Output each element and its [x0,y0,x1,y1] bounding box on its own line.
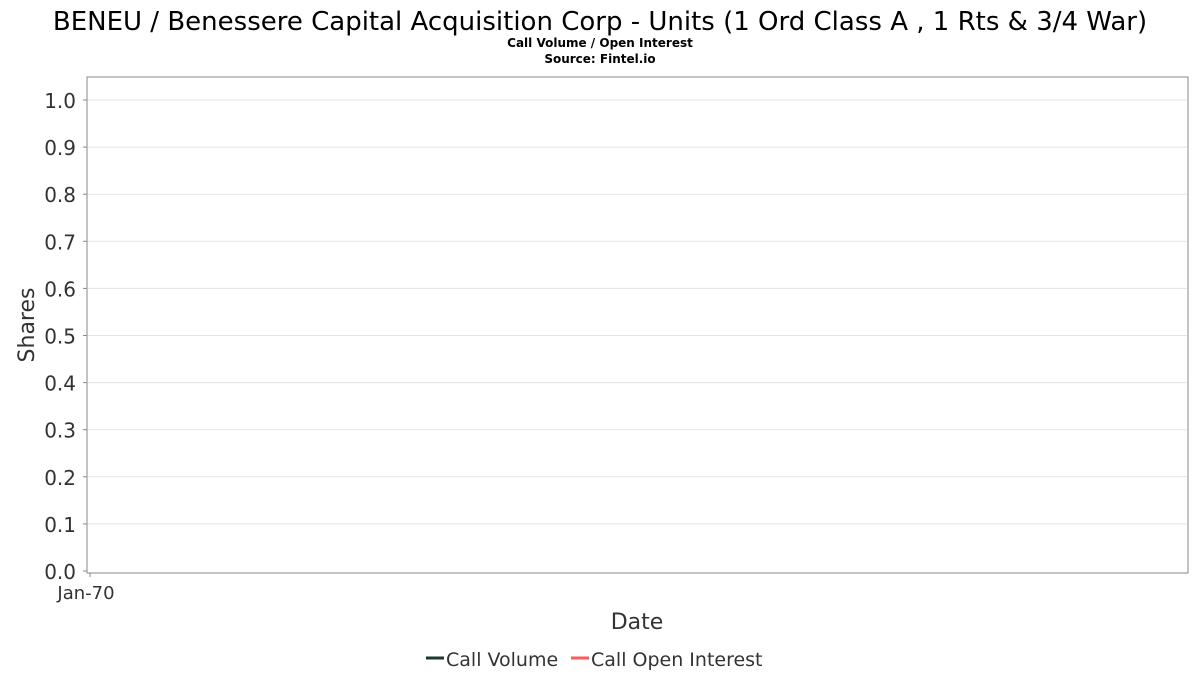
legend-label: Call Volume [446,649,558,671]
y-tick-label: 0.4 [44,372,76,396]
y-axis-ticks: 0.0 0.1 0.2 0.3 0.4 0.5 0.6 0.7 0.8 0.9 1.0 [44,89,87,584]
y-tick-label: 0.9 [44,136,76,160]
y-tick-label: 0.0 [44,560,76,584]
legend-label: Call Open Interest [591,649,763,671]
chart-subtitle: Call Volume / Open Interest [507,36,693,50]
grid [88,99,1187,525]
y-tick-label: 0.8 [44,183,76,207]
y-tick-label: 0.6 [44,277,76,301]
y-tick-label: 0.1 [44,513,76,537]
chart-title: BENEU / Benessere Capital Acquisition Co… [53,7,1147,37]
y-tick-label: 0.2 [44,466,76,490]
y-tick-label: 0.5 [44,325,76,349]
y-axis-label: Shares [15,288,40,363]
y-tick-label: 0.7 [44,230,76,254]
chart-source: Source: Fintel.io [544,52,655,66]
y-tick-label: 0.3 [44,419,76,443]
legend: Call Volume Call Open Interest [426,649,763,671]
x-tick-label: Jan-70 [56,583,114,604]
x-axis-label: Date [611,610,664,635]
x-axis-ticks: Jan-70 [56,573,115,604]
y-tick-label: 1.0 [44,89,76,113]
plot-area [86,76,1189,574]
